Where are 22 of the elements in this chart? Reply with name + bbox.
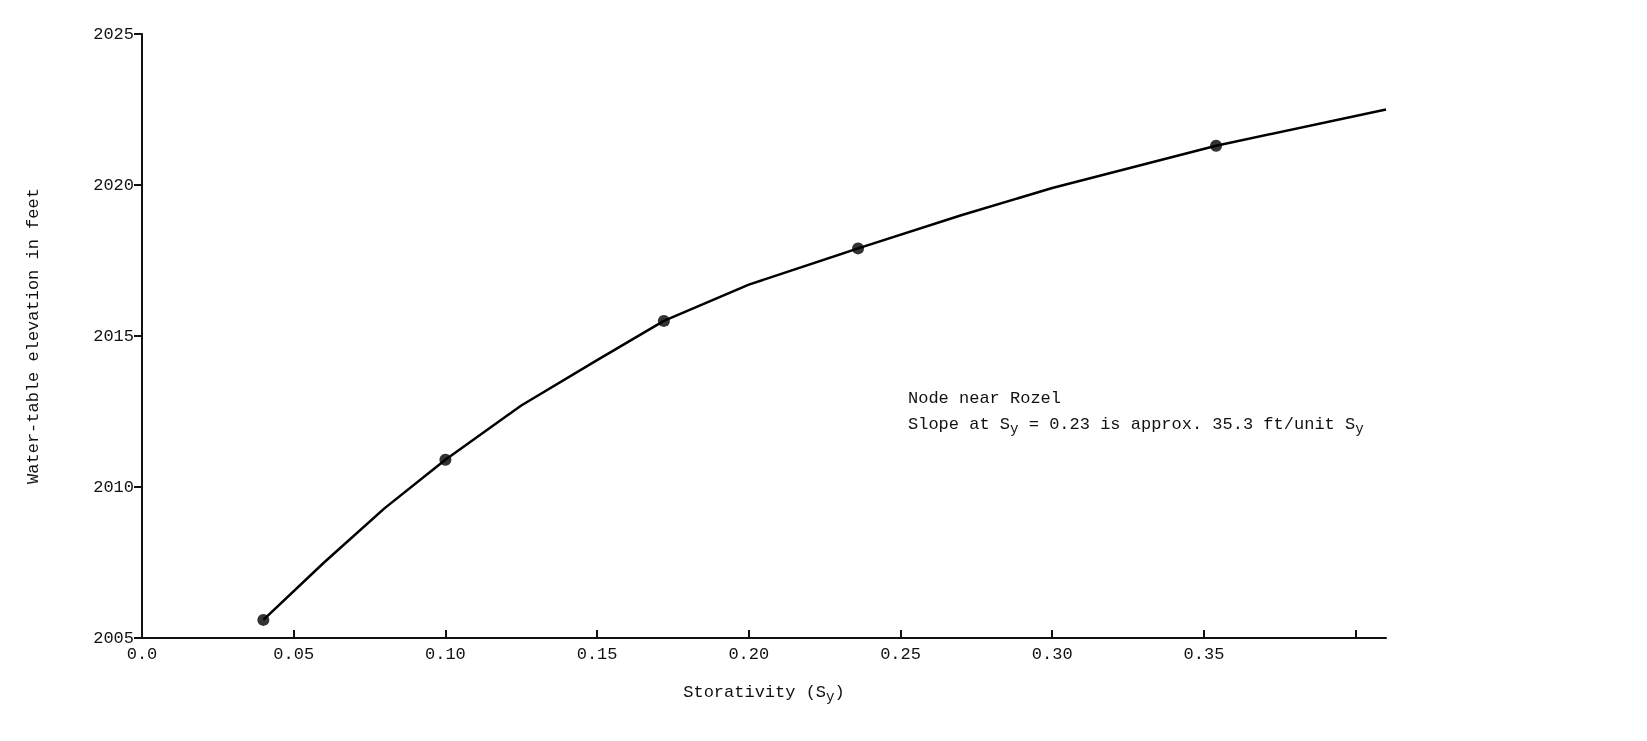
y-tick-label: 2025	[93, 24, 134, 44]
y-tick-label: 2005	[93, 628, 134, 648]
y-tick-label: 2010	[93, 477, 134, 497]
x-axis-title: Storativity (S$_{y}$)	[682, 682, 846, 708]
annotation: Node near Rozel	[908, 388, 1062, 410]
point	[657, 314, 670, 327]
point	[852, 242, 865, 255]
point	[439, 453, 452, 466]
x-tick-label: 0.0	[126, 645, 158, 664]
x-tick-label: 0.15	[576, 645, 618, 664]
point	[1210, 139, 1223, 152]
x-tick-label: 0.10	[425, 645, 466, 664]
x-tick-label: 0.20	[728, 645, 770, 664]
y-tick-label: 2020	[93, 175, 134, 195]
point	[257, 613, 270, 626]
x-tick-label: 0.05	[273, 645, 315, 664]
x-tick-label: 0.30	[1031, 645, 1073, 664]
x-tick-label: 0.35	[1183, 645, 1225, 664]
x-tick-label: 0.25	[880, 645, 921, 664]
annotation: Slope at S$_{y}$ = 0.23 is approx. 35.3 ft/unit S$_{y}$	[908, 414, 1364, 440]
y-axis-title: Water-table elevation in feet	[24, 188, 43, 484]
y-tick-label: 2015	[93, 326, 134, 346]
